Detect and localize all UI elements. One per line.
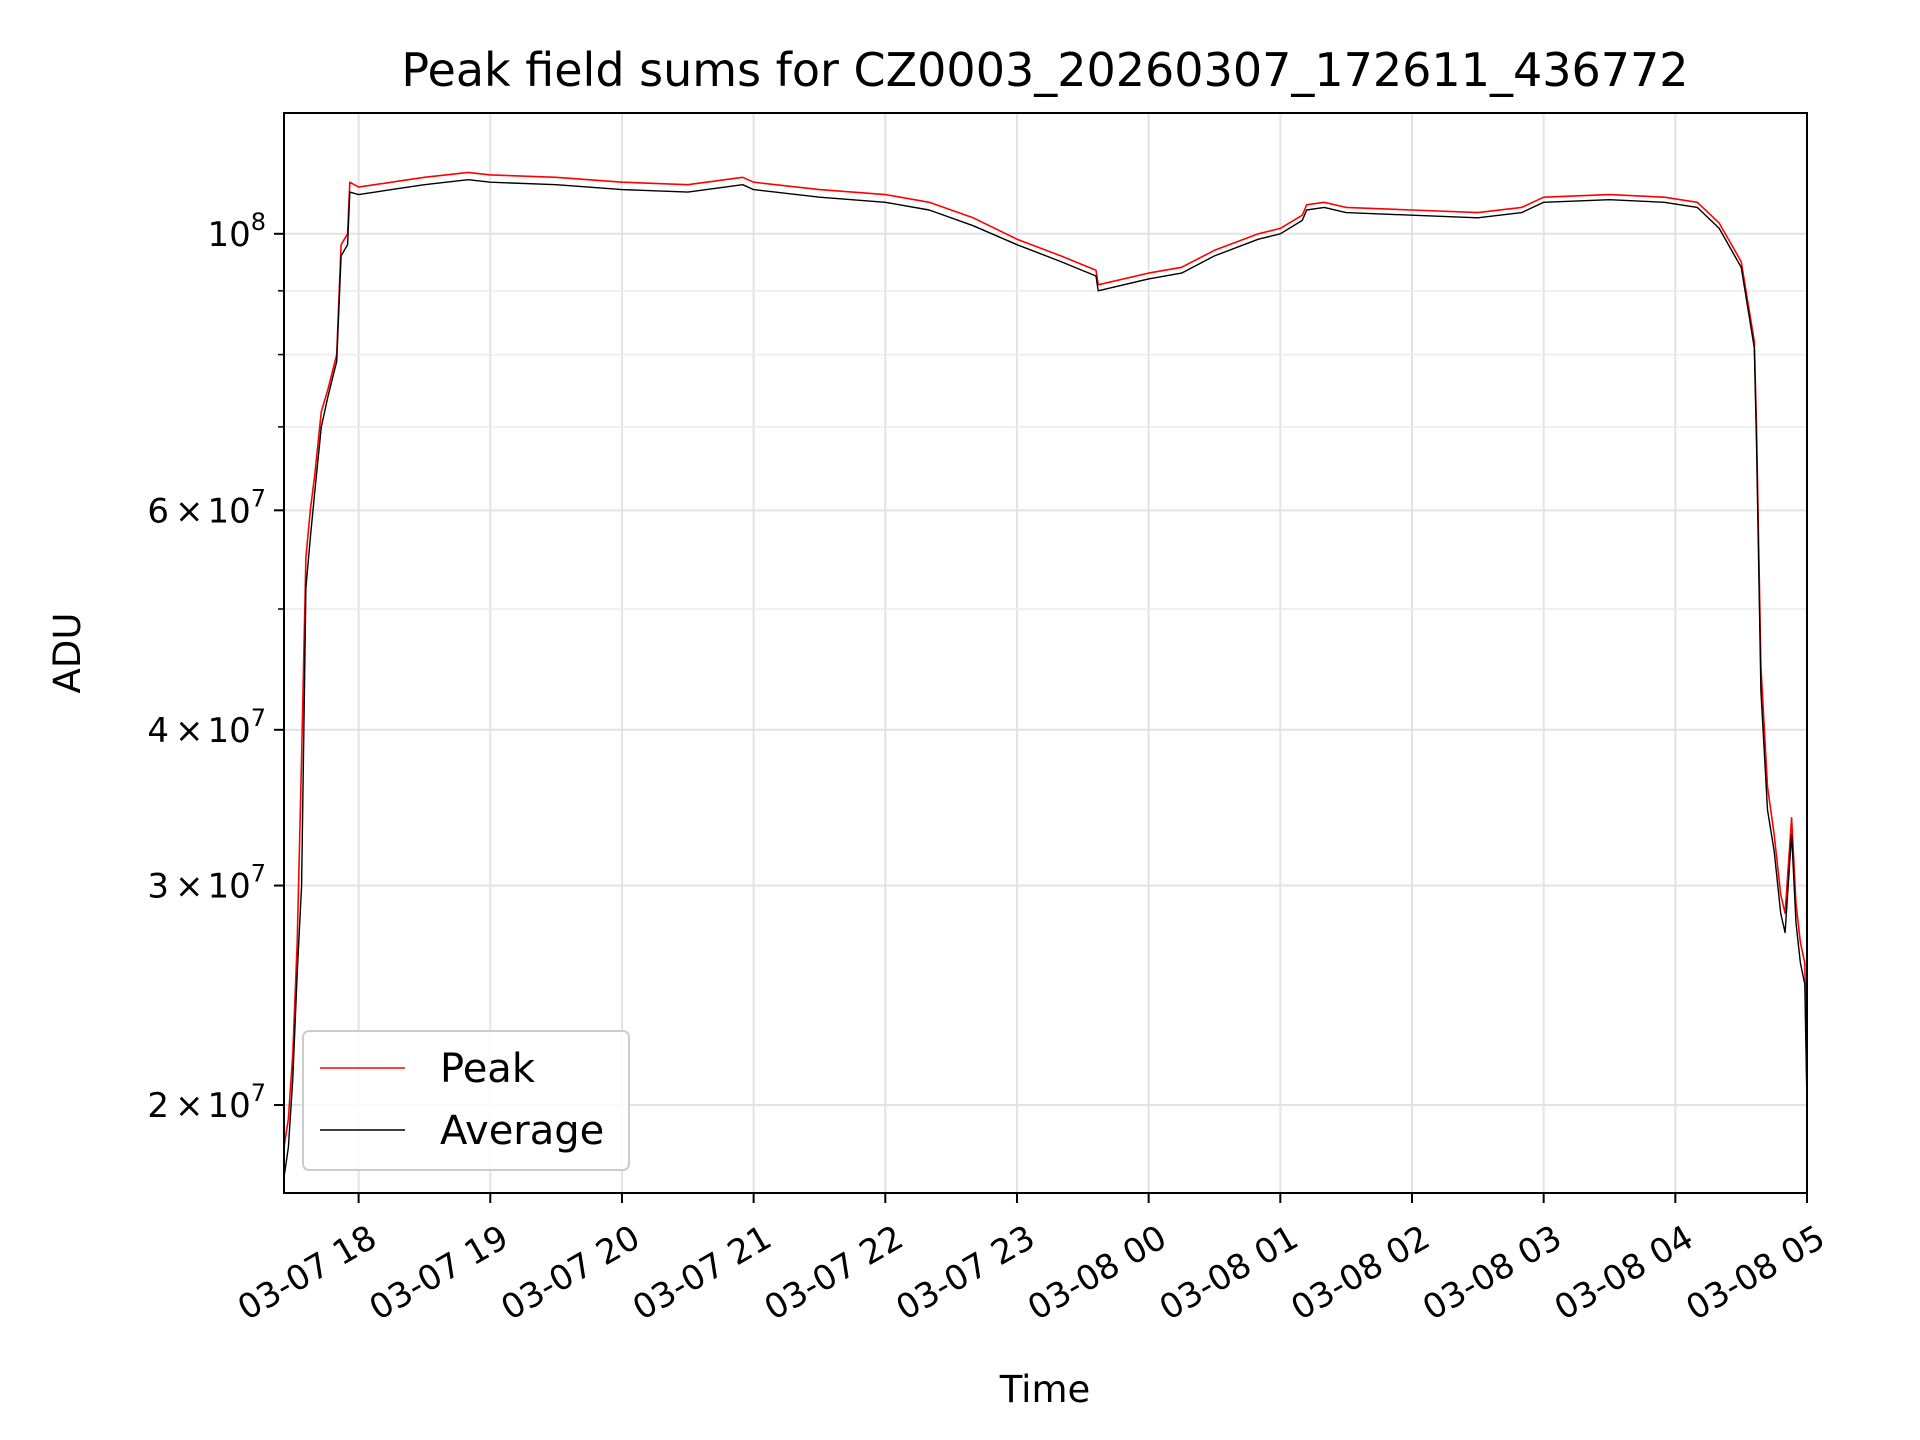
legend: Peak Average	[302, 1030, 630, 1171]
x-axis-label: Time	[999, 1368, 1091, 1411]
y-tick-label: 108	[207, 208, 266, 255]
y-tick-base: 10	[207, 867, 250, 907]
y-tick-mantissa: 2	[147, 1086, 169, 1126]
y-tick-label: 6 × 107	[147, 484, 266, 531]
y-tick-exponent: 7	[251, 484, 266, 512]
y-tick-exponent: 7	[251, 860, 266, 888]
chart-title: Peak field sums for CZ0003_20260307_1726…	[401, 43, 1688, 97]
y-tick-base: 10	[207, 491, 250, 531]
y-tick-exponent: 7	[251, 704, 266, 732]
series-line-average	[283, 178, 1808, 1178]
series-lines	[283, 171, 1808, 1178]
y-tick-mantissa: 3	[147, 867, 169, 907]
y-tick-mantissa: 6	[147, 491, 169, 531]
y-tick-base: 10	[207, 215, 250, 255]
legend-label-peak: Peak	[440, 1046, 536, 1092]
y-axis-label: ADU	[46, 613, 89, 694]
plot-frame	[283, 112, 1808, 1194]
legend-label-average: Average	[440, 1108, 604, 1154]
legend-box	[302, 1030, 630, 1171]
y-tick-base: 10	[207, 711, 250, 751]
y-tick-mantissa: 4	[147, 711, 169, 751]
y-tick-exponent: 8	[251, 208, 266, 236]
y-tick-label: 4 × 107	[147, 704, 266, 751]
y-tick-label: 2 × 107	[147, 1079, 266, 1126]
y-tick-label: 3 × 107	[147, 860, 266, 907]
y-tick-exponent: 7	[251, 1079, 266, 1107]
y-tick-base: 10	[207, 1086, 250, 1126]
